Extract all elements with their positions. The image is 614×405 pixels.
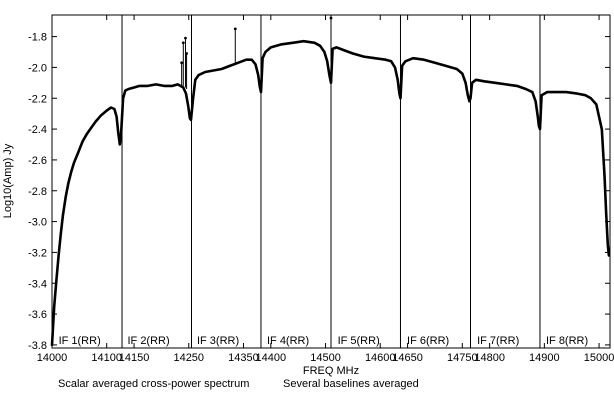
- x-tick-label: 14350: [228, 352, 259, 364]
- y-tick-label: -2.0: [28, 62, 47, 74]
- x-axis-label: FREQ MHz: [303, 365, 359, 377]
- x-tick-label: 14150: [119, 352, 150, 364]
- if-label: IF 6(RR): [407, 335, 449, 347]
- footer-caption-left: Scalar averaged cross-power spectrum: [58, 378, 250, 390]
- y-tick-label: -2.6: [28, 155, 47, 167]
- if-label: IF 7(RR): [477, 335, 519, 347]
- spikes: [180, 16, 333, 89]
- spike-point: [233, 27, 237, 31]
- x-tick-label: 14900: [529, 352, 560, 364]
- x-tick-label: 14800: [474, 352, 505, 364]
- spike-point: [180, 61, 184, 65]
- y-tick-label: -2.8: [28, 186, 47, 198]
- y-tick-label: -2.4: [28, 124, 47, 136]
- if-label: IF 2(RR): [127, 335, 169, 347]
- footer-caption-right: Several baselines averaged: [283, 378, 419, 390]
- spike-point: [184, 36, 187, 40]
- series-group: [50, 39, 611, 347]
- if-label: IF 1(RR): [59, 335, 101, 347]
- x-tick-label: 14650: [392, 352, 423, 364]
- x-tick-label: 15000: [584, 352, 614, 364]
- y-tick-label: -3.0: [28, 217, 47, 229]
- spike-point: [329, 16, 333, 20]
- if-label: IF 5(RR): [338, 335, 380, 347]
- y-tick-label: -2.2: [28, 93, 47, 105]
- y-tick-label: -3.2: [28, 247, 47, 259]
- if-label: IF 4(RR): [267, 335, 309, 347]
- ticks: -3.8 -3.6 -3.4 -3.2 -3.0 -2.8 -2.6 -2.4 -2.2 -2.0…: [28, 15, 614, 364]
- if-label: IF 3(RR): [197, 335, 239, 347]
- spike-point: [181, 41, 185, 45]
- y-tick-label: -3.6: [28, 309, 47, 321]
- y-tick-label: -3.8: [28, 340, 47, 352]
- x-tick-label: 14500: [310, 352, 341, 364]
- spike-point: [185, 52, 188, 55]
- y-axis-label: Log10(Amp) Jy: [2, 143, 14, 218]
- x-tick-label: 14750: [447, 352, 478, 364]
- x-tick-label: 14250: [173, 352, 204, 364]
- x-tick-label: 14600: [365, 352, 396, 364]
- x-tick-label: 14000: [37, 352, 68, 364]
- x-tick-label: 14100: [91, 352, 122, 364]
- if-label: IF 8(RR): [546, 335, 588, 347]
- if-labels: IF 1(RR) IF 2(RR) IF 3(RR) IF 4(RR) IF 5(RR)…: [59, 335, 589, 347]
- x-tick-label: 14400: [256, 352, 287, 364]
- y-tick-label: -3.4: [28, 278, 47, 290]
- spectrum-line: [50, 39, 611, 347]
- plot-frame: [51, 14, 611, 349]
- y-tick-label: -1.8: [28, 32, 47, 44]
- if-boundaries: [121, 15, 541, 348]
